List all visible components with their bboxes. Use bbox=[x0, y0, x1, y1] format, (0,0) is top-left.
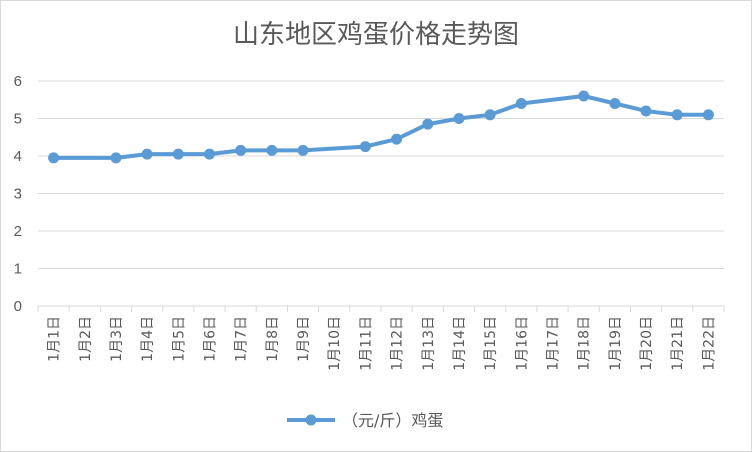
x-tick-label: 1月11日 bbox=[358, 316, 374, 371]
y-tick-label: 1 bbox=[14, 261, 22, 278]
x-tick-label: 1月22日 bbox=[701, 316, 717, 371]
x-tick-label: 1月13日 bbox=[421, 316, 437, 371]
x-tick-label: 1月12日 bbox=[390, 316, 406, 371]
y-tick-label: 6 bbox=[14, 73, 22, 90]
data-point bbox=[297, 144, 309, 156]
x-tick-labels: 1月1日 1月2日 1月3日 1月4日 1月5日 1月6日 1月7日 1月8日 1月9日 1月10… bbox=[47, 316, 718, 371]
x-tick-label: 1月6日 bbox=[203, 316, 219, 362]
gridlines bbox=[38, 80, 724, 269]
x-tick-label: 1月3日 bbox=[109, 316, 125, 362]
legend: （元/斤）鸡蛋 bbox=[287, 411, 443, 430]
x-tick-label: 1月18日 bbox=[577, 316, 593, 371]
y-tick-label: 4 bbox=[14, 148, 22, 165]
data-point bbox=[172, 148, 184, 160]
x-tick-label: 1月10日 bbox=[327, 316, 343, 371]
chart-title: 山东地区鸡蛋价格走势图 bbox=[232, 20, 519, 50]
data-point bbox=[110, 152, 122, 164]
x-tick-label: 1月7日 bbox=[234, 316, 250, 362]
x-tick-label: 1月9日 bbox=[296, 316, 312, 362]
legend-marker-swatch bbox=[305, 414, 317, 426]
data-point bbox=[391, 133, 403, 145]
x-tick-label: 1月15日 bbox=[483, 316, 499, 371]
x-tick-label: 1月21日 bbox=[670, 316, 686, 371]
data-point bbox=[48, 152, 60, 164]
x-tick-label: 1月20日 bbox=[639, 316, 655, 371]
data-point bbox=[453, 113, 465, 124]
x-tick-label: 1月2日 bbox=[78, 316, 94, 362]
x-axis bbox=[37, 305, 725, 312]
data-point bbox=[266, 144, 278, 156]
legend-label: （元/斤）鸡蛋 bbox=[342, 411, 443, 430]
data-point bbox=[640, 105, 652, 117]
y-tick-label: 0 bbox=[14, 298, 22, 315]
x-tick-label: 1月14日 bbox=[452, 316, 468, 371]
data-point bbox=[515, 98, 527, 109]
data-point bbox=[484, 109, 496, 121]
x-tick-label: 1月17日 bbox=[546, 316, 562, 371]
data-point bbox=[422, 118, 434, 130]
x-tick-label: 1月16日 bbox=[514, 316, 530, 371]
data-point bbox=[702, 109, 714, 121]
data-point bbox=[235, 144, 247, 156]
y-tick-label: 2 bbox=[14, 223, 22, 240]
y-tick-labels: 0 1 2 3 4 5 6 bbox=[14, 73, 22, 315]
data-point bbox=[578, 90, 590, 102]
data-point bbox=[204, 148, 215, 160]
data-point bbox=[609, 98, 621, 109]
x-tick-label: 1月1日 bbox=[47, 316, 63, 362]
data-point bbox=[359, 141, 371, 153]
data-point bbox=[671, 109, 683, 121]
x-tick-label: 1月8日 bbox=[265, 316, 281, 362]
series-layer bbox=[48, 90, 714, 164]
y-tick-label: 5 bbox=[14, 111, 22, 128]
x-tick-label: 1月4日 bbox=[140, 316, 156, 362]
y-tick-label: 3 bbox=[14, 186, 22, 203]
x-tick-label: 1月5日 bbox=[171, 316, 187, 362]
data-point bbox=[141, 148, 153, 160]
x-tick-label: 1月19日 bbox=[608, 316, 624, 371]
